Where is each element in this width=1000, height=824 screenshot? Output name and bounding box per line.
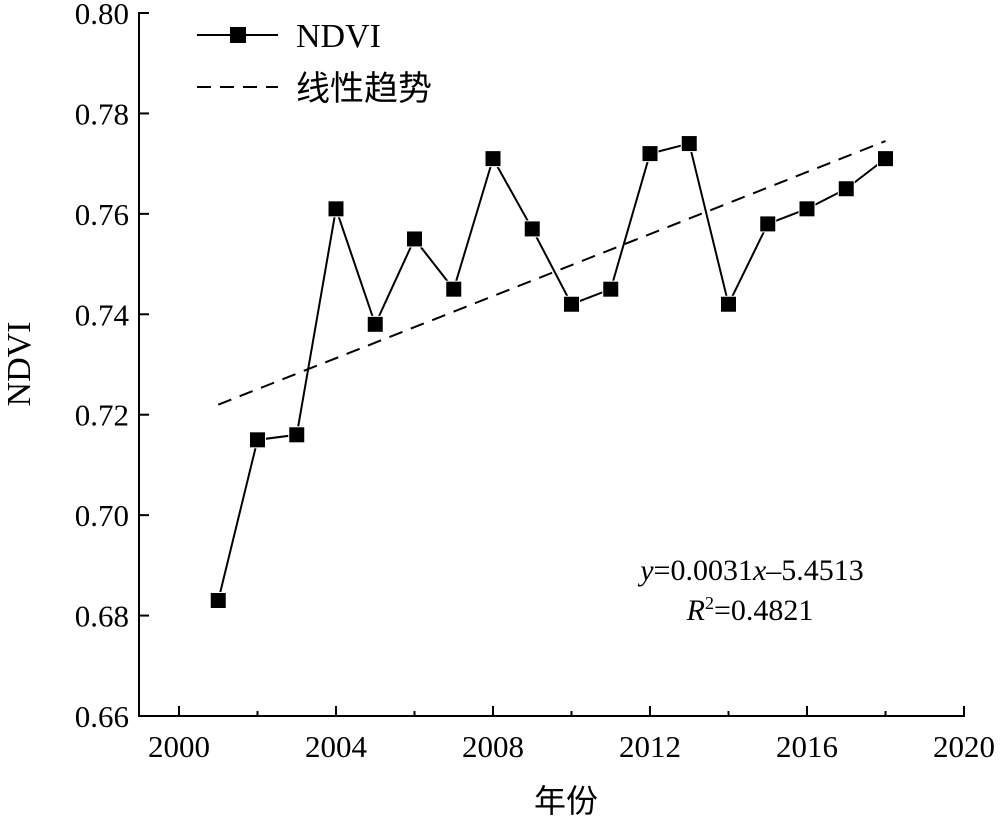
y-tick-label: 0.66: [75, 699, 129, 734]
ndvi-data-point: [445, 280, 463, 298]
y-tick-label: 0.74: [75, 297, 130, 332]
regression-equation: y=0.0031x–5.4513: [637, 554, 864, 587]
ndvi-data-point: [837, 180, 855, 198]
ndvi-data-point: [406, 230, 423, 248]
axes: 0.66 0.68 0.70 0.72 0.74 0.76 0.78 0.80 2000 2004…: [75, 0, 995, 764]
ndvi-data-point: [602, 280, 620, 298]
ndvi-data-point: [288, 426, 306, 444]
legend-trend-label: 线性趋势: [296, 69, 432, 109]
ndvi-data-point: [563, 295, 580, 313]
y-axis-label: NDVI: [1, 322, 38, 407]
x-tick-label: 2008: [462, 729, 524, 764]
ndvi-data-point: [249, 431, 266, 449]
y-tick-label: 0.68: [75, 599, 129, 634]
ndvi-data-point: [523, 220, 541, 238]
trend-line: [217, 140, 886, 406]
ndvi-data-point: [680, 135, 698, 153]
ndvi-data-point: [798, 200, 816, 218]
ndvi-data-point: [327, 200, 345, 218]
legend-ndvi-marker: [230, 27, 246, 43]
y-tick-label: 0.78: [75, 96, 129, 131]
ndvi-data-point: [209, 592, 227, 610]
ndvi-data-point: [484, 150, 502, 168]
y-tick-label: 0.72: [75, 398, 129, 433]
legend: NDVI 线性趋势: [197, 18, 432, 109]
y-tick-label: 0.80: [75, 0, 129, 31]
x-tick-label: 2000: [148, 729, 210, 764]
y-tick-label: 0.76: [75, 197, 129, 232]
ndvi-data-point: [877, 150, 894, 168]
ndvi-data-point: [366, 315, 384, 333]
x-axis-label: 年份: [534, 782, 598, 820]
ndvi-data-point: [720, 295, 737, 313]
ndvi-series-line: [217, 142, 887, 601]
r-squared: R2=0.4821: [686, 593, 814, 627]
legend-ndvi-label: NDVI: [296, 18, 381, 55]
marks: [209, 135, 894, 610]
ndvi-data-point: [641, 145, 659, 163]
x-tick-label: 2004: [305, 729, 368, 764]
x-tick-label: 2020: [933, 729, 995, 764]
y-tick-label: 0.70: [75, 498, 129, 533]
x-tick-label: 2016: [776, 729, 838, 764]
ndvi-data-point: [759, 215, 777, 233]
x-tick-label: 2012: [619, 729, 681, 764]
